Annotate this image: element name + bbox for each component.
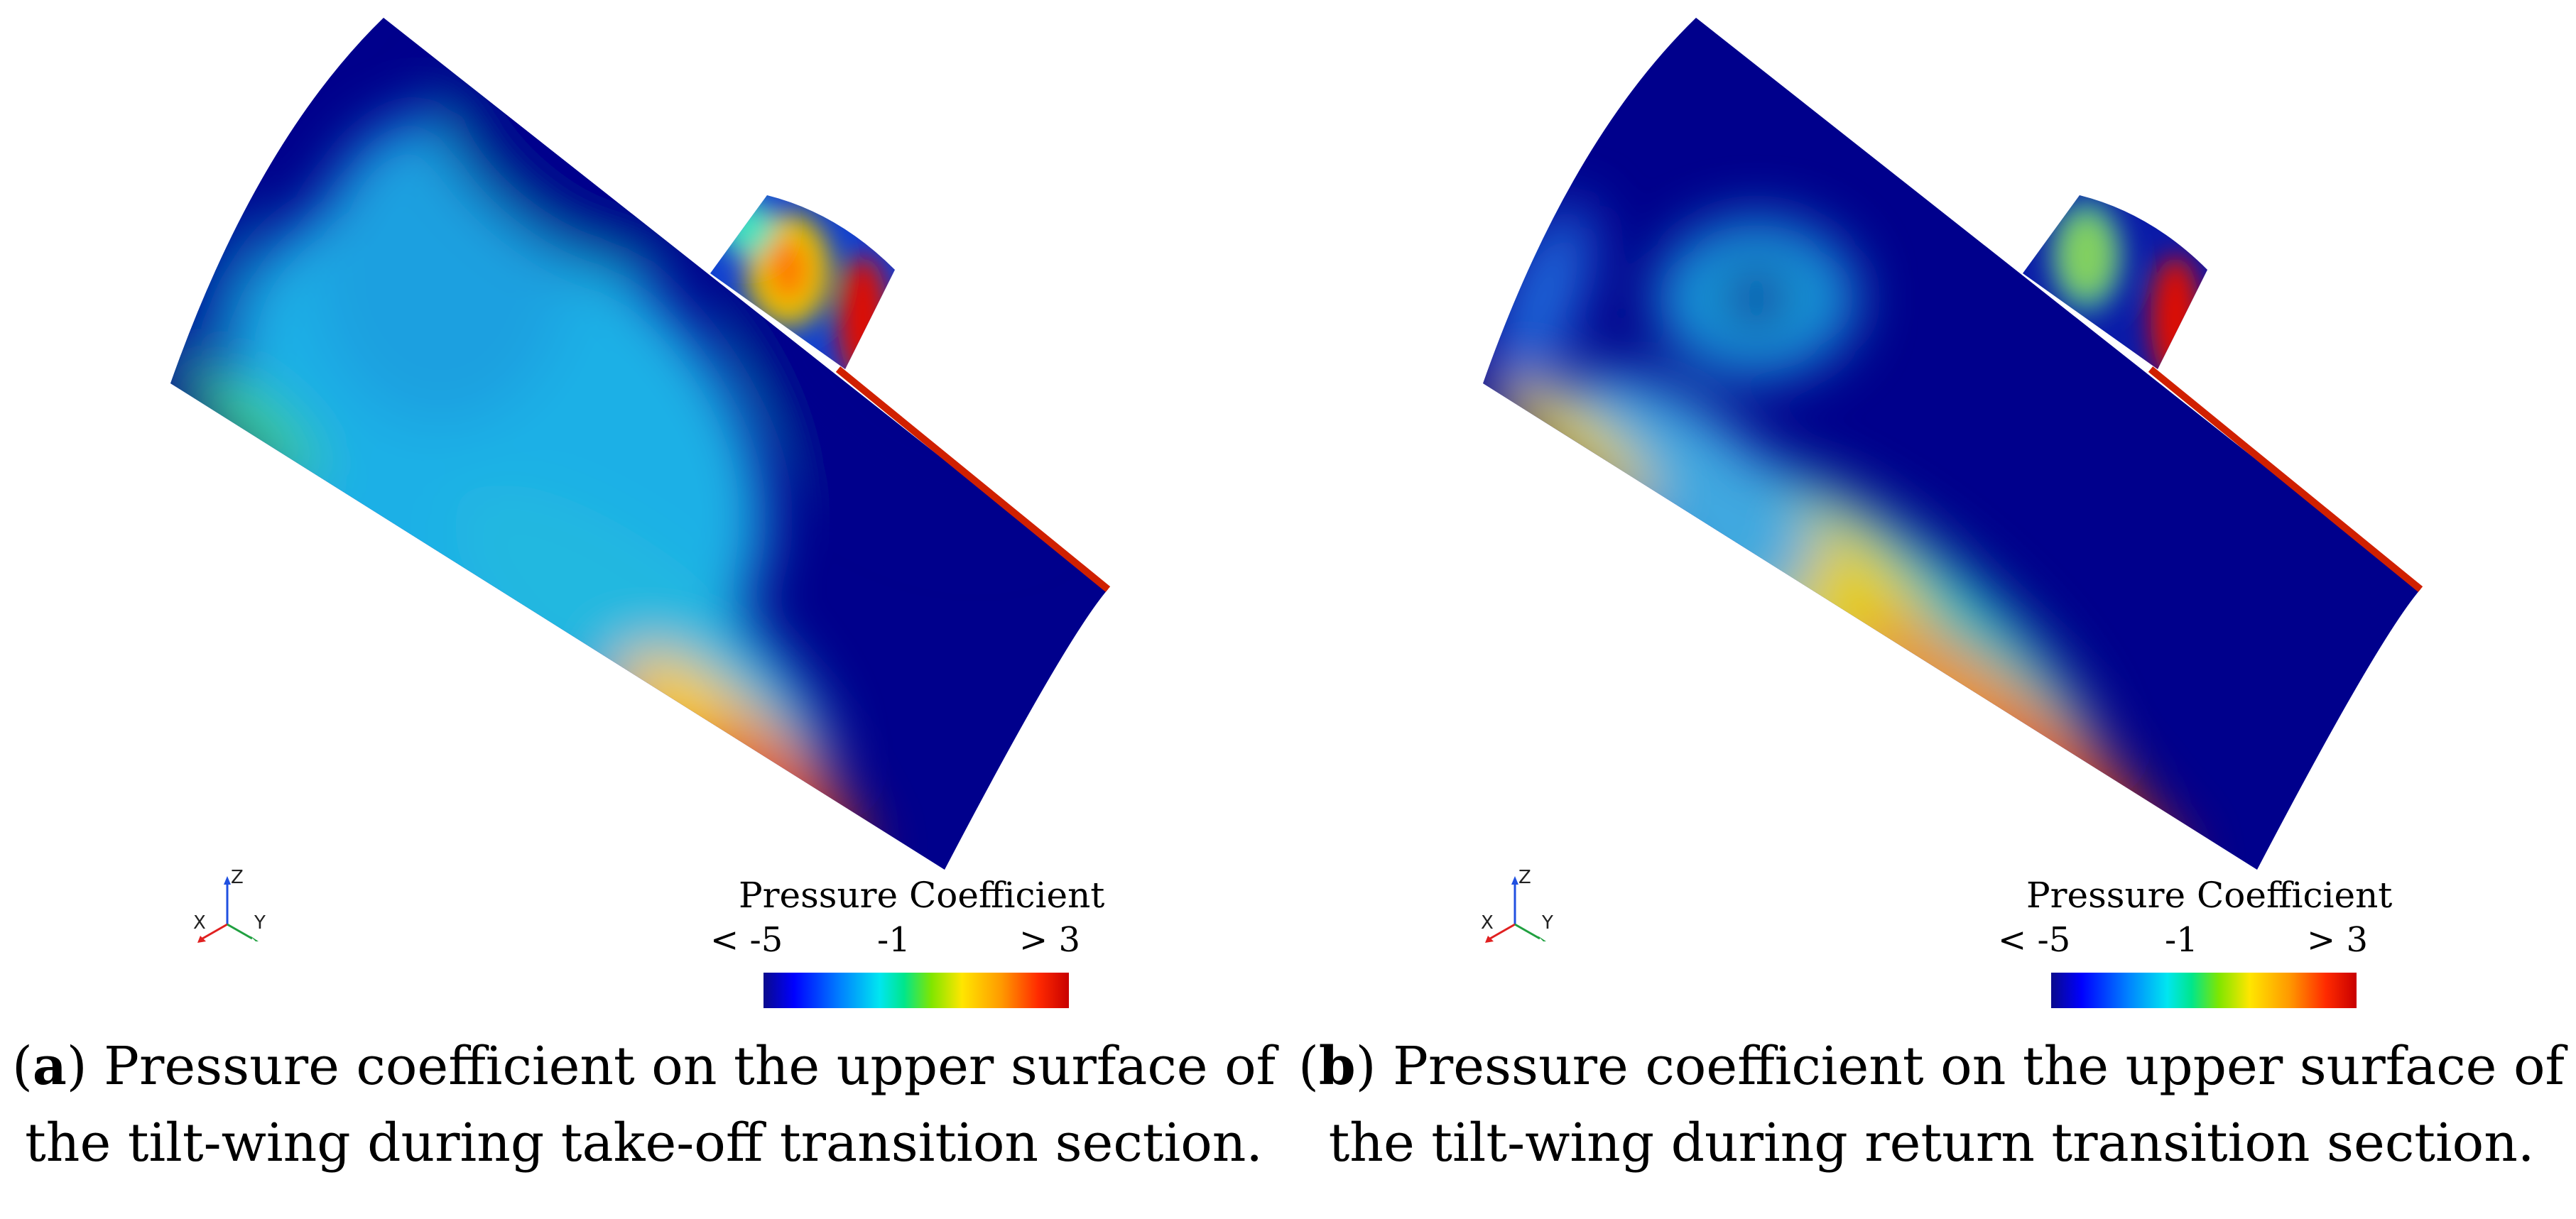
caption-text: ) Pressure coefficient on the upper surf…	[25, 1036, 1276, 1174]
legend-colorbar	[2051, 973, 2357, 1008]
legend-tick-mid: -1	[877, 920, 911, 960]
panel-takeoff: Z X Y Pressure Coefficient < -5 -1 > 3 (…	[11, 18, 1276, 1174]
axis-z-label: Z	[1518, 868, 1531, 888]
legend-tick-mid: -1	[2165, 920, 2198, 960]
axis-y-label: Y	[1541, 912, 1553, 934]
wing-surface	[170, 18, 1108, 870]
trailing-edge-stripe	[835, 366, 1111, 592]
axes-triad: Z X Y	[193, 868, 266, 943]
legend-colorbar	[763, 973, 1069, 1008]
axis-y-label: Y	[254, 912, 266, 934]
wing-surface	[1483, 18, 2420, 870]
caption-a: (a) Pressure coefficient on the upper su…	[11, 1036, 1276, 1174]
axis-x-label: X	[193, 912, 206, 934]
caption-letter: b	[1318, 1036, 1356, 1097]
caption-letter: a	[32, 1036, 67, 1097]
legend-tick-min: < -5	[710, 920, 783, 960]
legend-tick-min: < -5	[1998, 920, 2071, 960]
legend-title: Pressure Coefficient	[739, 875, 1105, 916]
legend-title: Pressure Coefficient	[2026, 875, 2393, 916]
caption-b: (b) Pressure coefficient on the upper su…	[1298, 1036, 2565, 1174]
pressure-contour-takeoff	[170, 18, 1111, 870]
caption-text: ) Pressure coefficient on the upper surf…	[1328, 1036, 2565, 1174]
axis-x-label: X	[1481, 912, 1494, 934]
pressure-contour-return	[1483, 18, 2423, 870]
legend-tick-max: > 3	[2307, 920, 2369, 960]
axes-triad: Z X Y	[1481, 868, 1553, 943]
panel-return: Z X Y Pressure Coefficient < -5 -1 > 3 (…	[1288, 0, 2575, 1219]
trailing-edge-stripe	[2148, 366, 2423, 592]
legend-tick-max: > 3	[1019, 920, 1081, 960]
axis-z-label: Z	[231, 868, 244, 888]
